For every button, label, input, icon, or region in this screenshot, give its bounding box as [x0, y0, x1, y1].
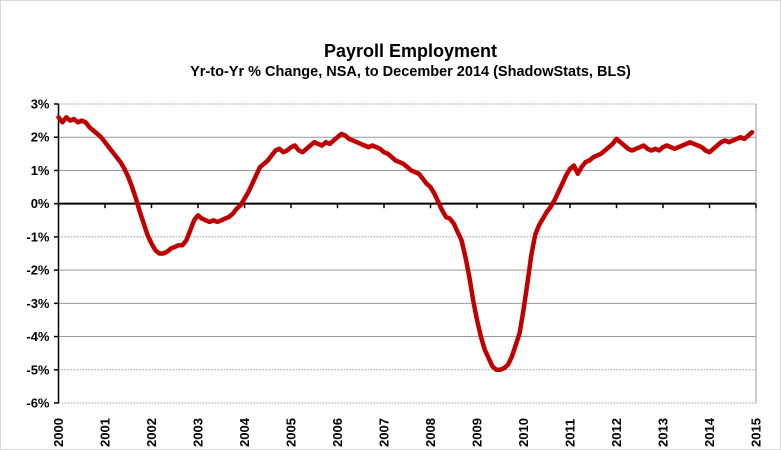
- x-tick-label: 2006: [330, 418, 345, 447]
- y-tick-label: -1%: [26, 229, 50, 244]
- y-tick-label: -3%: [26, 296, 50, 311]
- x-tick-label: 2002: [144, 418, 159, 447]
- x-tick-label: 2004: [237, 417, 252, 447]
- x-tick-label: 2011: [563, 419, 578, 447]
- x-tick-label: 2013: [656, 418, 671, 447]
- x-tick-label: 2015: [749, 418, 764, 447]
- y-tick-label: -5%: [26, 362, 50, 377]
- x-tick-label: 2009: [470, 418, 485, 447]
- chart-title: Payroll Employment: [323, 41, 498, 61]
- x-tick-label: 2003: [191, 418, 206, 447]
- y-tick-label: -6%: [26, 396, 50, 411]
- y-tick-label: 1%: [31, 163, 50, 178]
- x-tick-label: 2007: [377, 418, 392, 447]
- y-tick-label: 3%: [31, 97, 50, 112]
- payroll-series-line: [56, 115, 755, 373]
- chart-subtitle: Yr-to-Yr % Change, NSA, to December 2014…: [190, 64, 631, 80]
- y-tick-label: -2%: [26, 263, 50, 278]
- y-tick-label: 2%: [31, 130, 50, 145]
- x-tick-label: 2001: [98, 418, 113, 447]
- x-tick-label: 2008: [423, 418, 438, 447]
- x-tick-label: 2010: [516, 418, 531, 447]
- x-tick-label: 2014: [702, 417, 717, 447]
- x-tick-label: 2012: [609, 418, 624, 447]
- x-tick-label: 2000: [51, 418, 66, 447]
- y-tick-label: -4%: [26, 329, 50, 344]
- x-tick-label: 2005: [284, 418, 299, 447]
- y-tick-label: 0%: [31, 196, 50, 211]
